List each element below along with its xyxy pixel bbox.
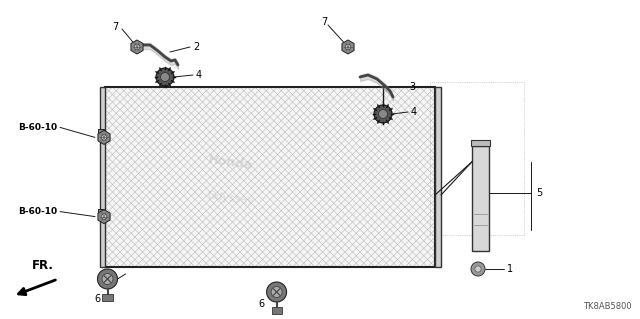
Circle shape bbox=[378, 109, 387, 118]
Text: B-60-10: B-60-10 bbox=[18, 207, 57, 216]
Polygon shape bbox=[98, 130, 108, 140]
Circle shape bbox=[267, 282, 287, 302]
Text: 4: 4 bbox=[196, 70, 202, 80]
Text: 3: 3 bbox=[409, 82, 415, 92]
Polygon shape bbox=[98, 130, 110, 145]
Text: TK8AB5800: TK8AB5800 bbox=[584, 302, 632, 311]
Polygon shape bbox=[342, 40, 354, 54]
Circle shape bbox=[134, 44, 140, 50]
Circle shape bbox=[97, 269, 118, 289]
Circle shape bbox=[471, 262, 485, 276]
Text: 2: 2 bbox=[193, 42, 199, 52]
Circle shape bbox=[161, 72, 170, 81]
Text: 6: 6 bbox=[259, 299, 265, 309]
Text: 5: 5 bbox=[536, 188, 542, 198]
Text: 1: 1 bbox=[507, 264, 513, 274]
Circle shape bbox=[345, 44, 351, 50]
Text: Odyssey: Odyssey bbox=[206, 190, 255, 207]
Polygon shape bbox=[98, 209, 108, 219]
Text: 4: 4 bbox=[411, 107, 417, 117]
Bar bbox=[105, 87, 435, 267]
Text: 7: 7 bbox=[112, 22, 118, 32]
Bar bbox=[472, 146, 489, 251]
Bar bbox=[271, 307, 282, 314]
Text: Honda: Honda bbox=[207, 153, 253, 172]
Text: 6: 6 bbox=[95, 294, 100, 304]
Text: 7: 7 bbox=[321, 17, 327, 27]
Bar bbox=[471, 140, 490, 146]
Text: FR.: FR. bbox=[32, 259, 54, 272]
Circle shape bbox=[102, 273, 113, 285]
Text: B-60-10: B-60-10 bbox=[18, 123, 57, 132]
Circle shape bbox=[374, 105, 392, 123]
Bar bbox=[102, 294, 113, 301]
Circle shape bbox=[101, 214, 107, 219]
Bar bbox=[435, 87, 441, 267]
Bar bbox=[100, 87, 105, 267]
Circle shape bbox=[156, 68, 174, 86]
Circle shape bbox=[271, 286, 282, 298]
Polygon shape bbox=[98, 210, 110, 224]
Circle shape bbox=[101, 135, 107, 140]
Circle shape bbox=[475, 266, 481, 272]
Polygon shape bbox=[131, 40, 143, 54]
Bar bbox=[105, 87, 435, 267]
Bar bbox=[105, 87, 435, 267]
